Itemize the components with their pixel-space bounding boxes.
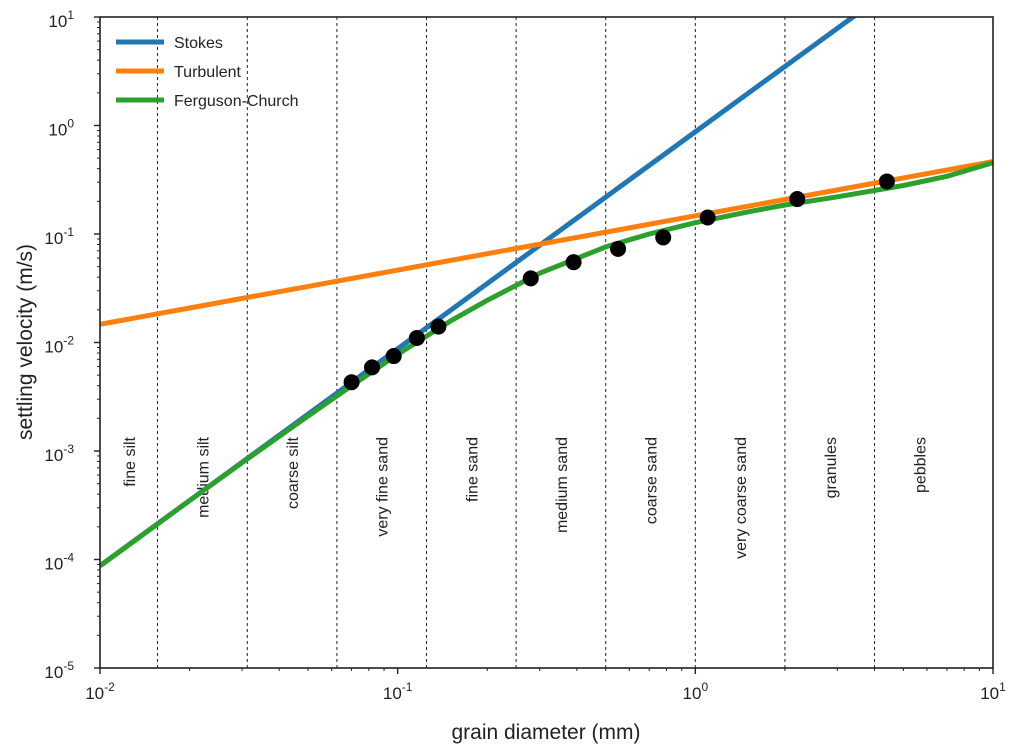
data-point xyxy=(385,348,402,365)
y-axis-ticks: 10-5 10-4 10-3 10-2 10-1 100 101 xyxy=(44,8,100,682)
data-point xyxy=(408,330,425,347)
y-tick-label: 10-2 xyxy=(44,334,74,357)
data-point xyxy=(610,240,627,257)
class-label: fine silt xyxy=(122,436,139,486)
grain-class-labels: fine silt medium silt coarse silt very fine… xyxy=(122,436,930,558)
legend: Stokes Turbulent Ferguson-Church xyxy=(116,35,299,110)
x-tick-label: 10-1 xyxy=(383,680,413,703)
data-point xyxy=(655,229,672,246)
x-tick-label: 101 xyxy=(980,680,1006,703)
y-tick-label: 10-5 xyxy=(44,659,74,682)
data-point xyxy=(430,318,447,335)
class-label: coarse silt xyxy=(285,436,302,509)
x-axis-ticks: 10-2 10-1 100 101 xyxy=(85,668,1006,703)
legend-label: Ferguson-Church xyxy=(174,93,299,110)
data-point xyxy=(364,359,381,376)
y-tick-label: 101 xyxy=(48,8,74,31)
data-point xyxy=(789,191,806,208)
class-label: very fine sand xyxy=(375,437,392,537)
class-label: granules xyxy=(823,437,840,498)
x-tick-label: 100 xyxy=(683,680,709,703)
y-tick-label: 10-3 xyxy=(44,442,74,465)
class-label: very coarse sand xyxy=(733,437,750,559)
y-tick-label: 10-4 xyxy=(44,551,74,574)
measured-points xyxy=(343,173,895,391)
legend-label: Stokes xyxy=(174,35,223,52)
legend-label: Turbulent xyxy=(174,64,242,81)
y-tick-label: 100 xyxy=(48,117,74,140)
data-point xyxy=(522,270,539,287)
y-tick-label: 10-1 xyxy=(44,225,74,248)
data-point xyxy=(699,209,716,226)
data-point xyxy=(343,374,360,391)
x-tick-label: 10-2 xyxy=(85,680,115,703)
y-axis-title: settling velocity (m/s) xyxy=(14,244,37,440)
data-point xyxy=(565,254,582,271)
series-line-turbulent xyxy=(100,159,993,327)
x-axis-title: grain diameter (mm) xyxy=(451,721,640,744)
class-label: pebbles xyxy=(912,437,929,493)
class-label: coarse sand xyxy=(644,437,661,524)
class-label: medium silt xyxy=(196,436,213,517)
data-point xyxy=(878,173,895,190)
class-label: fine sand xyxy=(464,437,481,502)
class-label: medium sand xyxy=(554,437,571,533)
class-boundary-lines xyxy=(156,17,876,668)
